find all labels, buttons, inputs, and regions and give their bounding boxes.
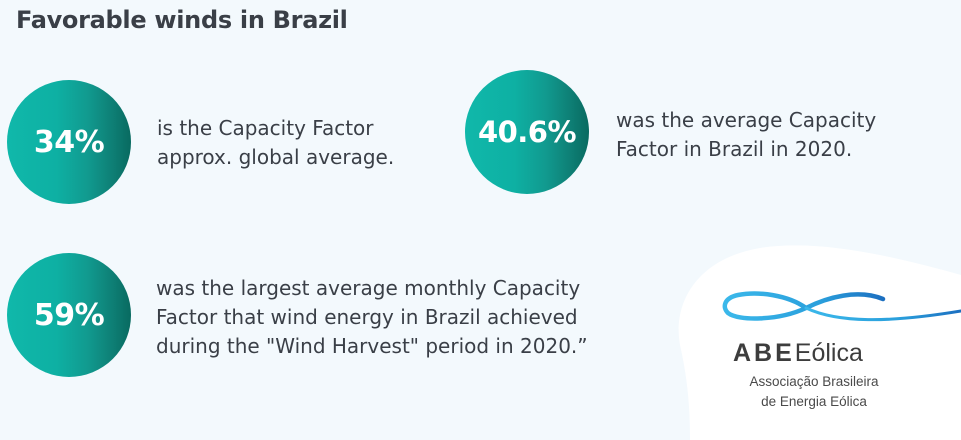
page-title: Favorable winds in Brazil <box>16 6 348 34</box>
stat-circle-global-average: 34% <box>7 80 131 204</box>
logo-subtitle-line1: Associação Brasileira <box>749 374 879 389</box>
stat-description-global-average: is the Capacity Factor approx. global av… <box>157 114 394 172</box>
stat-line: Factor in Brazil in 2020. <box>616 137 853 161</box>
stat-line: approx. global average. <box>157 145 395 169</box>
stat-line: is the Capacity Factor <box>157 116 374 140</box>
stat-circle-brazil-average: 40.6% <box>465 70 589 194</box>
stat-description-wind-harvest: was the largest average monthly Capacity… <box>156 274 588 361</box>
logo-wordmark-bold: ABE <box>733 339 795 367</box>
stat-circle-wind-harvest: 59% <box>7 253 131 377</box>
stat-value: 40.6% <box>477 115 577 149</box>
infinity-wind-swoosh-icon <box>722 291 961 322</box>
stat-line: Factor that wind energy in Brazil achiev… <box>156 305 578 329</box>
stat-value: 59% <box>33 297 105 333</box>
stat-line: was the largest average monthly Capacity <box>156 276 581 300</box>
stat-value: 34% <box>33 124 105 160</box>
logo-subtitle-line2: de Energia Eólica <box>761 394 867 409</box>
stat-line: was the average Capacity <box>616 108 877 132</box>
logo-wordmark: ABEEólica <box>733 339 863 367</box>
logo-wordmark-regular: Eólica <box>794 339 863 367</box>
stat-line: during the "Wind Harvest" period in 2020… <box>156 334 588 358</box>
stat-description-brazil-average: was the average Capacity Factor in Brazi… <box>616 106 876 164</box>
